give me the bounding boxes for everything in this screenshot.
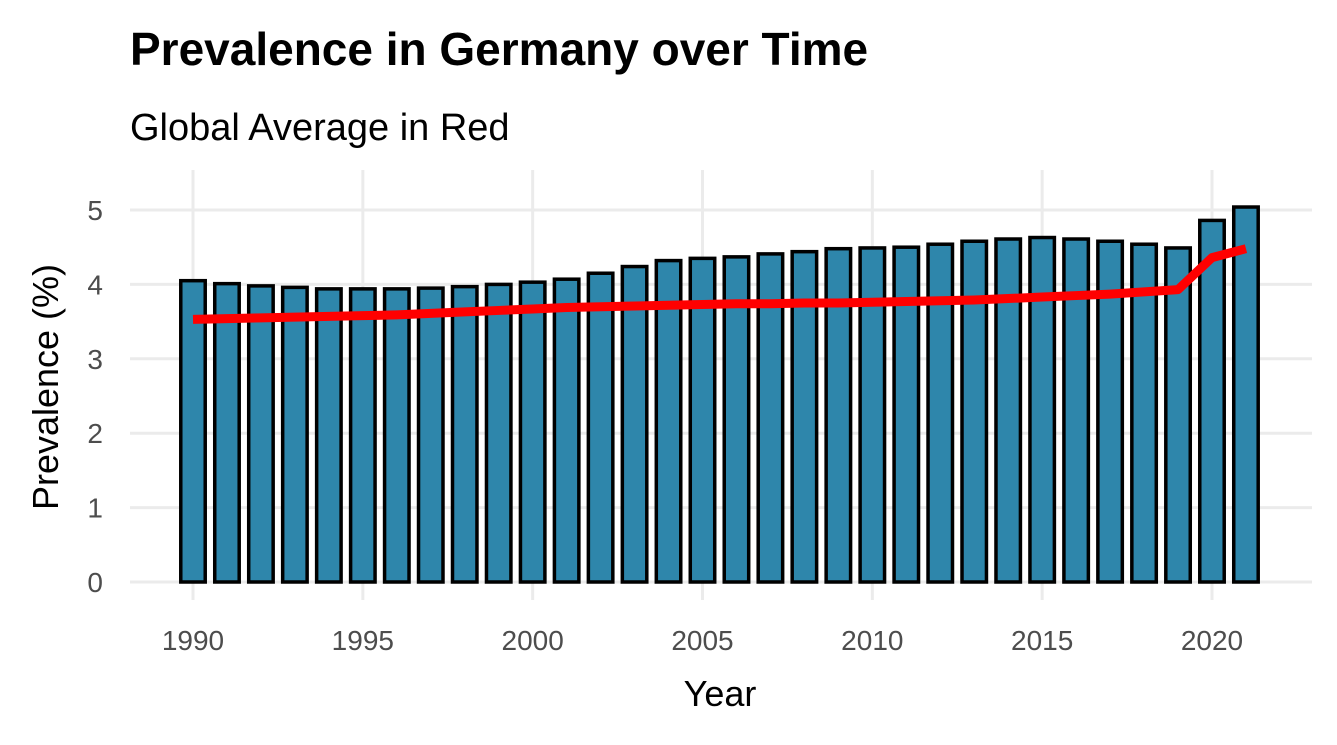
bar-2005 xyxy=(688,256,717,584)
x-tick-label: 2020 xyxy=(1181,625,1243,656)
bar-1991 xyxy=(212,281,241,584)
bar-1997 xyxy=(416,286,445,584)
bar-2002 xyxy=(586,271,615,584)
bar-1993 xyxy=(280,285,309,584)
bar-1996 xyxy=(382,287,411,584)
bar-2007 xyxy=(756,252,785,584)
x-axis-title: Year xyxy=(684,673,757,714)
bar-2019 xyxy=(1164,246,1193,584)
chart-title: Prevalence in Germany over Time xyxy=(130,23,868,75)
bar-2003 xyxy=(620,264,649,584)
bar-2016 xyxy=(1062,237,1091,584)
x-tick-label: 2000 xyxy=(502,625,564,656)
y-tick-label: 2 xyxy=(87,418,103,449)
x-axis-ticks: 1990 1995 2000 2005 2010 2015 2020 xyxy=(162,625,1243,656)
bar-2014 xyxy=(994,237,1023,584)
bar-1992 xyxy=(246,284,275,584)
bar-2012 xyxy=(926,242,955,584)
bar-1999 xyxy=(484,282,513,584)
bar-1995 xyxy=(348,287,377,584)
chart-subtitle: Global Average in Red xyxy=(130,107,510,149)
bar-2013 xyxy=(960,239,989,584)
bar-2018 xyxy=(1130,242,1159,584)
x-tick-label: 2010 xyxy=(841,625,903,656)
x-tick-label: 1995 xyxy=(332,625,394,656)
bars xyxy=(179,205,1260,584)
y-axis-title: Prevalence (%) xyxy=(25,264,66,510)
y-tick-label: 0 xyxy=(87,567,103,598)
y-tick-label: 3 xyxy=(87,344,103,375)
bar-1998 xyxy=(450,284,479,584)
global-average-line-group xyxy=(192,244,1248,324)
bar-2001 xyxy=(552,277,581,584)
bar-1994 xyxy=(314,287,343,584)
bar-2015 xyxy=(1028,235,1057,584)
y-tick-label: 1 xyxy=(87,493,103,524)
bar-2020 xyxy=(1198,218,1226,584)
bar-2006 xyxy=(722,255,751,584)
global-average-line xyxy=(192,244,1248,324)
bar-2021 xyxy=(1231,205,1260,584)
x-tick-label: 1990 xyxy=(162,625,224,656)
bar-2000 xyxy=(518,280,547,584)
x-tick-label: 2005 xyxy=(671,625,733,656)
y-tick-label: 4 xyxy=(87,269,103,300)
x-tick-label: 2015 xyxy=(1011,625,1073,656)
y-tick-label: 5 xyxy=(87,195,103,226)
bar-1990 xyxy=(179,278,207,584)
y-axis-ticks: 0 1 2 3 4 5 xyxy=(87,195,103,598)
bar-2004 xyxy=(654,258,683,584)
